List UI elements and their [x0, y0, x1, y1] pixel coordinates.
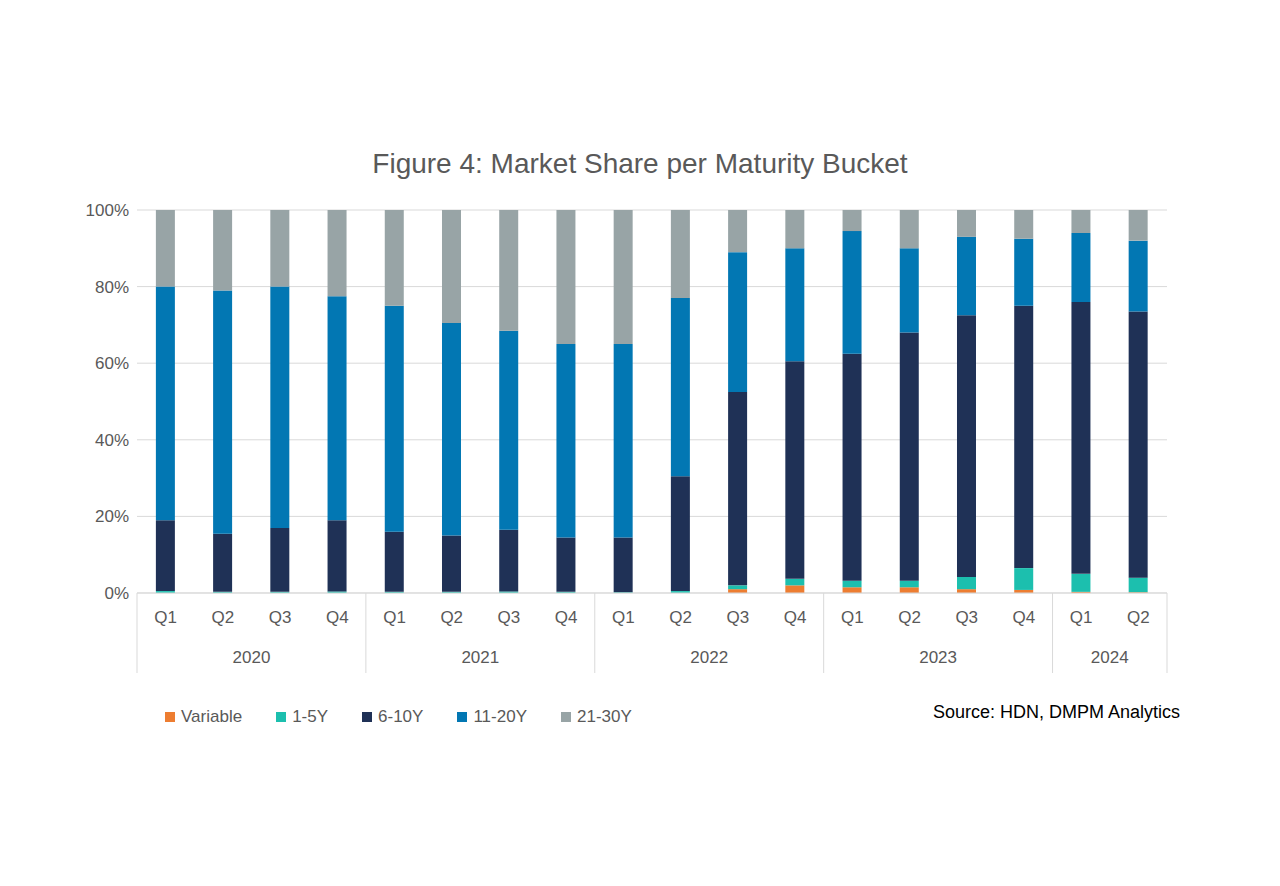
html-text:11-20Y: 11-20Y — [473, 707, 527, 726]
html-text:Variable: Variable — [181, 707, 243, 726]
svg-text:Q1: Q1 — [841, 608, 864, 627]
svg-text:Q3: Q3 — [269, 608, 292, 627]
svg-text:Q3: Q3 — [498, 608, 521, 627]
svg-text:2024: 2024 — [1091, 648, 1129, 667]
svg-text:Q2: Q2 — [1127, 608, 1150, 627]
svg-text:Q3: Q3 — [955, 608, 978, 627]
svg-text:0%: 0% — [104, 584, 129, 603]
html-text:6-10Y: 6-10Y — [378, 707, 424, 726]
svg-text:Q4: Q4 — [784, 608, 807, 627]
svg-text:Q4: Q4 — [1013, 608, 1036, 627]
svg-text:Q2: Q2 — [211, 608, 234, 627]
svg-text:20%: 20% — [95, 507, 129, 526]
svg-text:Q4: Q4 — [326, 608, 349, 627]
html-text:Figure 4: Market Share per Mat: Figure 4: Market Share per Maturity Buck… — [372, 148, 908, 179]
svg-text:Q2: Q2 — [440, 608, 463, 627]
html-text:Source: HDN, DMPM Analytics: Source: HDN, DMPM Analytics — [932, 702, 1180, 722]
svg-text:80%: 80% — [95, 278, 129, 297]
svg-text:60%: 60% — [95, 354, 129, 373]
svg-text:2020: 2020 — [233, 648, 271, 667]
svg-text:Q4: Q4 — [555, 608, 578, 627]
svg-text:Q1: Q1 — [1070, 608, 1093, 627]
svg-text:Q1: Q1 — [383, 608, 406, 627]
svg-text:Q1: Q1 — [612, 608, 635, 627]
svg-text:Q1: Q1 — [154, 608, 177, 627]
svg-text:40%: 40% — [95, 431, 129, 450]
svg-text:2023: 2023 — [919, 648, 957, 667]
svg-text:Q3: Q3 — [726, 608, 749, 627]
svg-text:2022: 2022 — [690, 648, 728, 667]
html-text:21-30Y: 21-30Y — [577, 707, 632, 726]
svg-text:2021: 2021 — [461, 648, 499, 667]
svg-text:Q2: Q2 — [669, 608, 692, 627]
svg-text:100%: 100% — [86, 201, 129, 220]
svg-text:Q2: Q2 — [898, 608, 921, 627]
html-text:1-5Y: 1-5Y — [292, 707, 328, 726]
